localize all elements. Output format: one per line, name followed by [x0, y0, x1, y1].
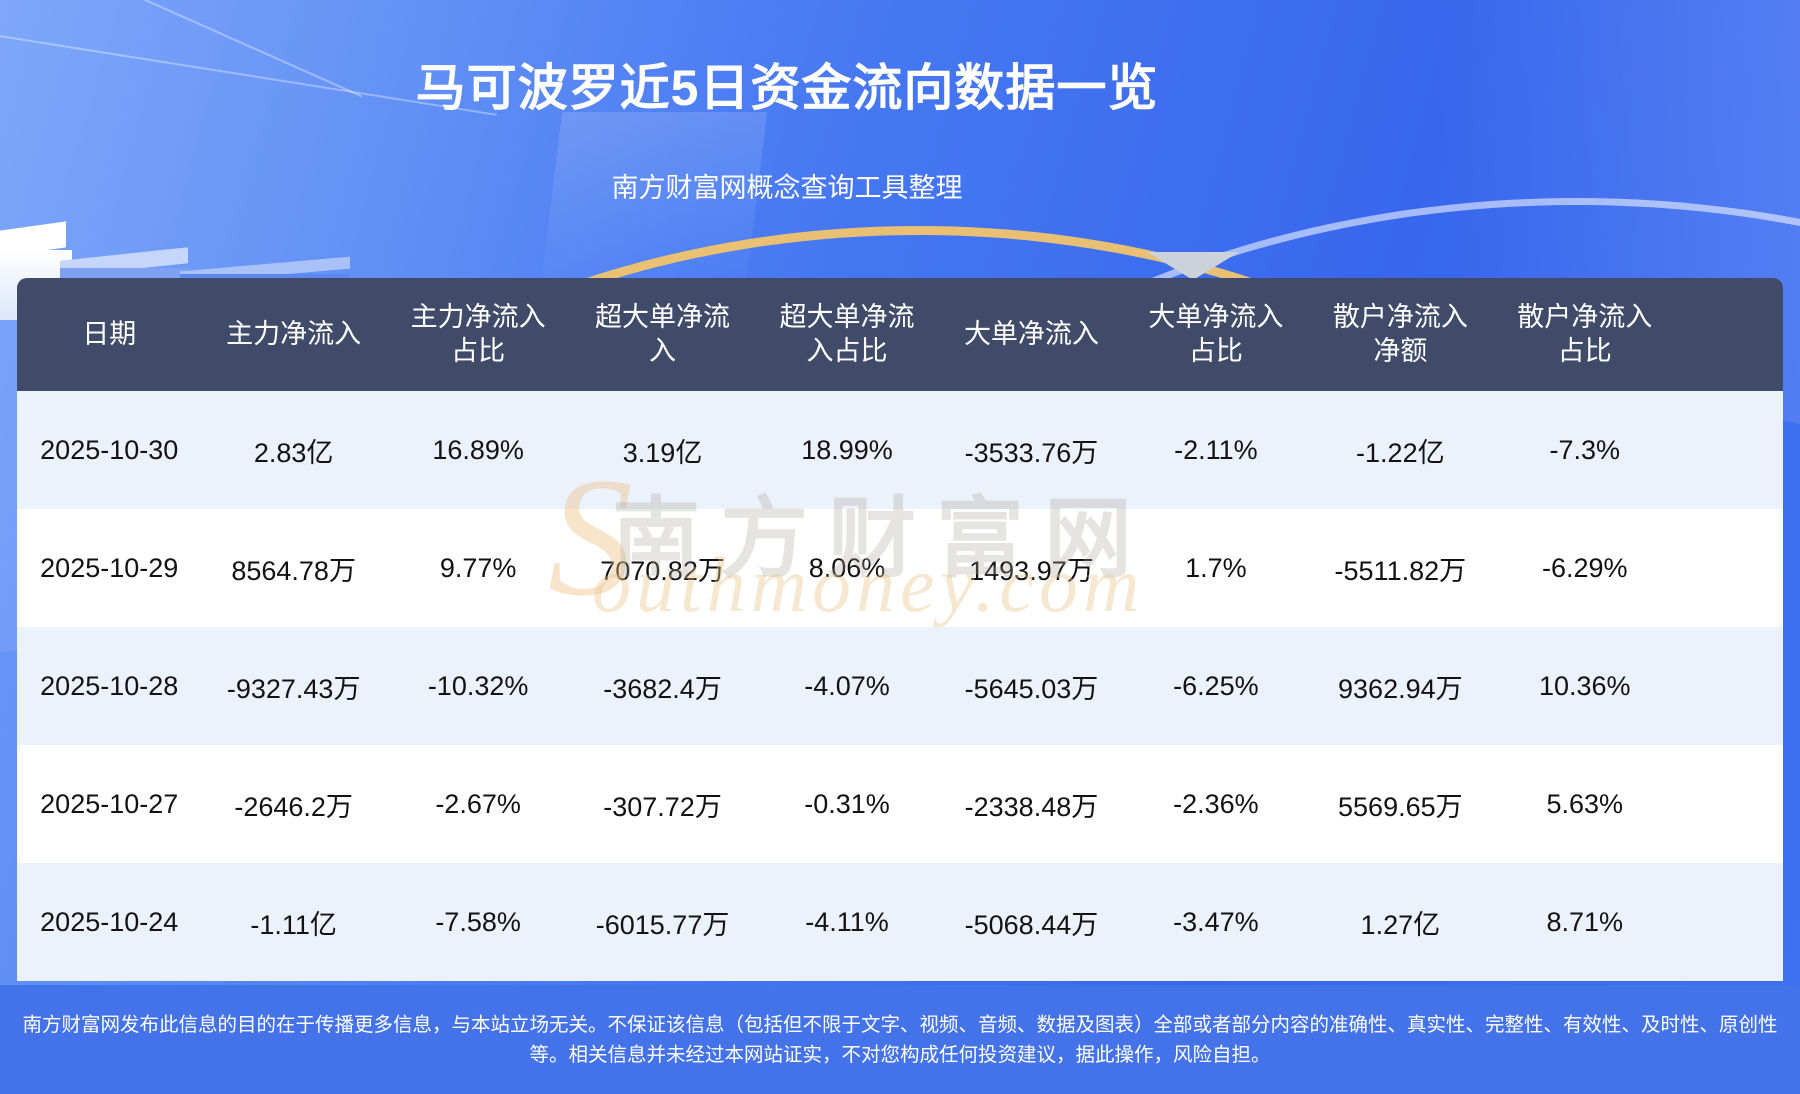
disclaimer-text: 南方财富网发布此信息的目的在于传播更多信息，与本站立场无关。不保证该信息（包括但…	[22, 1013, 1778, 1066]
cell: -307.72万	[603, 791, 722, 822]
column-header-retail-net-inflow-amount: 散户净流入净额	[1332, 301, 1468, 366]
cell: -10.32%	[427, 670, 529, 701]
fund-flow-table: 日期 主力净流入 主力净流入占比 超大单净流入 超大单净流入占比 大单净流入 大…	[17, 278, 1783, 981]
cell-date: 2025-10-27	[40, 788, 179, 819]
cell: -4.11%	[805, 906, 889, 937]
cell: -3.47%	[1173, 906, 1259, 937]
cell: 2.83亿	[253, 437, 334, 468]
cell: -0.31%	[804, 788, 890, 819]
cell: 18.99%	[801, 434, 893, 465]
page-title: 马可波罗近5日资金流向数据一览	[415, 60, 1159, 116]
cell-date: 2025-10-24	[40, 906, 179, 937]
cell: 8.71%	[1546, 906, 1624, 937]
triangle-decoration	[1147, 252, 1239, 280]
table-header-row: 日期 主力净流入 主力净流入占比 超大单净流入 超大单净流入占比 大单净流入 大…	[17, 278, 1783, 391]
cell: -1.22亿	[1356, 437, 1445, 468]
cell: -2.36%	[1173, 788, 1259, 819]
table-row: 2025-10-27 -2646.2万 -2.67% -307.72万 -0.3…	[17, 745, 1783, 863]
cell: -3533.76万	[964, 437, 1099, 468]
column-header-date: 日期	[82, 318, 137, 349]
column-header-xl-order-net-inflow: 超大单净流入	[595, 301, 731, 366]
cell: -7.58%	[435, 906, 521, 937]
cell: 1.27亿	[1360, 909, 1441, 940]
table-row: 2025-10-28 -9327.43万 -10.32% -3682.4万 -4…	[17, 627, 1783, 745]
cell: -9327.43万	[226, 673, 361, 704]
column-header-large-order-net-inflow: 大单净流入	[963, 318, 1099, 349]
table-row: 2025-10-29 8564.78万 9.77% 7070.82万 8.06%…	[17, 509, 1783, 627]
cell-date: 2025-10-29	[40, 552, 179, 583]
table-row: 2025-10-30 2.83亿 16.89% 3.19亿 18.99% -35…	[17, 391, 1783, 509]
cell: 7070.82万	[600, 555, 725, 586]
gold-arc-decoration	[130, 226, 1708, 1094]
cell: -6.29%	[1541, 552, 1628, 583]
column-header-main-net-inflow-ratio: 主力净流入占比	[410, 301, 546, 366]
cell: 1493.97万	[969, 555, 1094, 586]
cell: 8.06%	[808, 552, 886, 583]
cell: -2646.2万	[234, 791, 353, 822]
cell: -5511.82万	[1334, 555, 1467, 586]
podium-illustration	[0, 210, 360, 328]
cell: 5.63%	[1546, 788, 1624, 819]
cell: -1.11亿	[250, 909, 337, 940]
cell: -2.67%	[435, 788, 521, 819]
cell: 9362.94万	[1338, 673, 1463, 704]
cell: -3682.4万	[603, 673, 722, 704]
disclaimer-bar: 南方财富网发布此信息的目的在于传播更多信息，与本站立场无关。不保证该信息（包括但…	[0, 985, 1800, 1094]
cell: -2.11%	[1174, 434, 1258, 465]
page-subtitle: 南方财富网概念查询工具整理	[611, 173, 963, 203]
table-row: 2025-10-24 -1.11亿 -7.58% -6015.77万 -4.11…	[17, 863, 1783, 981]
cell: 10.36%	[1538, 670, 1631, 701]
cell: 9.77%	[439, 552, 517, 583]
cell-date: 2025-10-30	[40, 434, 179, 465]
cell: -7.3%	[1549, 434, 1621, 465]
cell: 5569.65万	[1338, 791, 1463, 822]
cell-date: 2025-10-28	[40, 670, 179, 701]
cell: -6015.77万	[595, 909, 730, 940]
cell: -5068.44万	[964, 909, 1099, 940]
column-header-large-order-net-inflow-ratio: 大单净流入占比	[1148, 301, 1284, 366]
cell: -6.25%	[1173, 670, 1259, 701]
cell: 16.89%	[432, 434, 524, 465]
cell: -5645.03万	[964, 673, 1099, 704]
column-header-main-net-inflow: 主力净流入	[226, 318, 362, 349]
column-header-retail-net-inflow-ratio: 散户净流入占比	[1517, 301, 1653, 366]
cell: 8564.78万	[231, 555, 356, 586]
hero: 马可波罗近5日资金流向数据一览 南方财富网概念查询工具整理	[0, 0, 1574, 205]
cell: 1.7%	[1185, 552, 1247, 583]
column-header-xl-order-net-inflow-ratio: 超大单净流入占比	[779, 301, 915, 366]
cell: -2338.48万	[964, 791, 1099, 822]
cell: -4.07%	[804, 670, 890, 701]
cell: 3.19亿	[622, 437, 703, 468]
